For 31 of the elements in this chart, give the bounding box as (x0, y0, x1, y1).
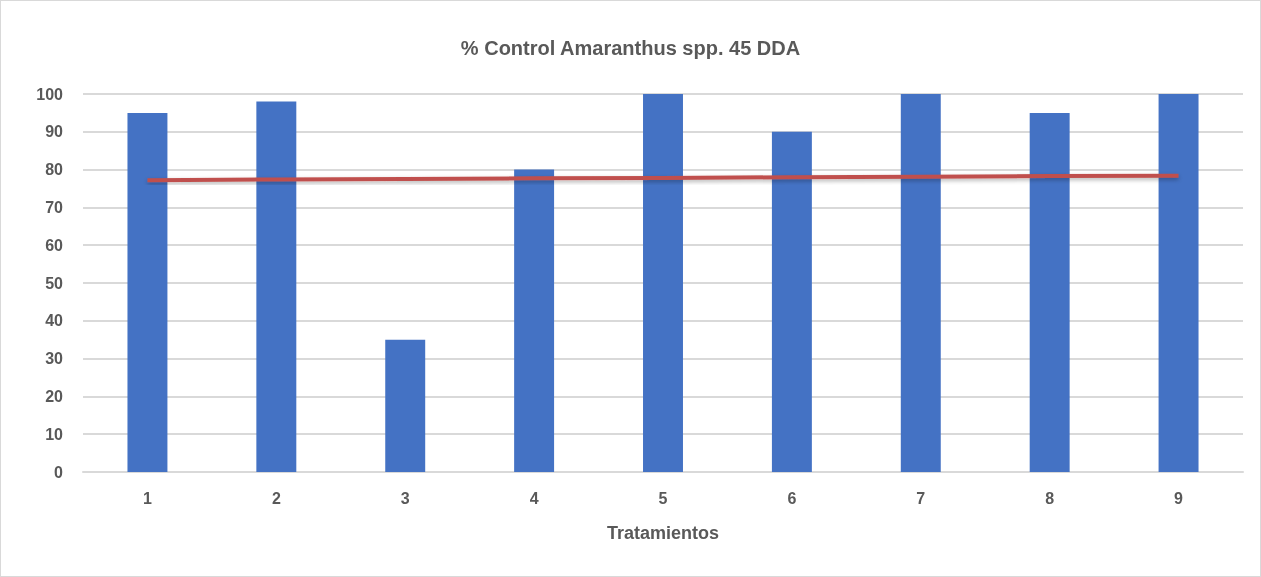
x-tick-label: 9 (1174, 489, 1184, 507)
bar (256, 101, 297, 472)
y-tick-label: 80 (45, 161, 64, 179)
bar (1158, 94, 1199, 472)
x-tick-label: 3 (400, 489, 410, 507)
x-tick-label: 4 (529, 489, 539, 507)
y-tick-label: 50 (45, 274, 64, 292)
x-tick-label: 6 (787, 489, 797, 507)
y-tick-label: 100 (36, 85, 64, 103)
x-tick-label: 2 (271, 489, 281, 507)
bar (1029, 112, 1070, 472)
y-tick-label: 60 (45, 236, 64, 254)
y-tick-label: 40 (45, 312, 64, 330)
x-tick-label: 1 (142, 489, 152, 507)
y-tick-label: 20 (45, 387, 64, 405)
bar (127, 112, 168, 472)
y-tick-label: 30 (45, 350, 64, 368)
x-tick-label: 7 (916, 489, 926, 507)
bar (643, 94, 683, 472)
y-tick-label: 70 (45, 198, 64, 216)
bar (771, 131, 812, 472)
chart-title: % Control Amaranthus spp. 45 DDA (460, 37, 801, 59)
x-tick-label: 5 (658, 489, 668, 507)
x-axis-title: Tratamientos (606, 523, 720, 543)
y-tick-label: 10 (45, 425, 64, 443)
x-tick-label: 8 (1045, 489, 1055, 507)
bar (900, 94, 941, 472)
bar (385, 339, 426, 472)
y-tick-label: 90 (45, 123, 64, 141)
bar (514, 169, 555, 472)
y-tick-label: 0 (54, 463, 64, 481)
